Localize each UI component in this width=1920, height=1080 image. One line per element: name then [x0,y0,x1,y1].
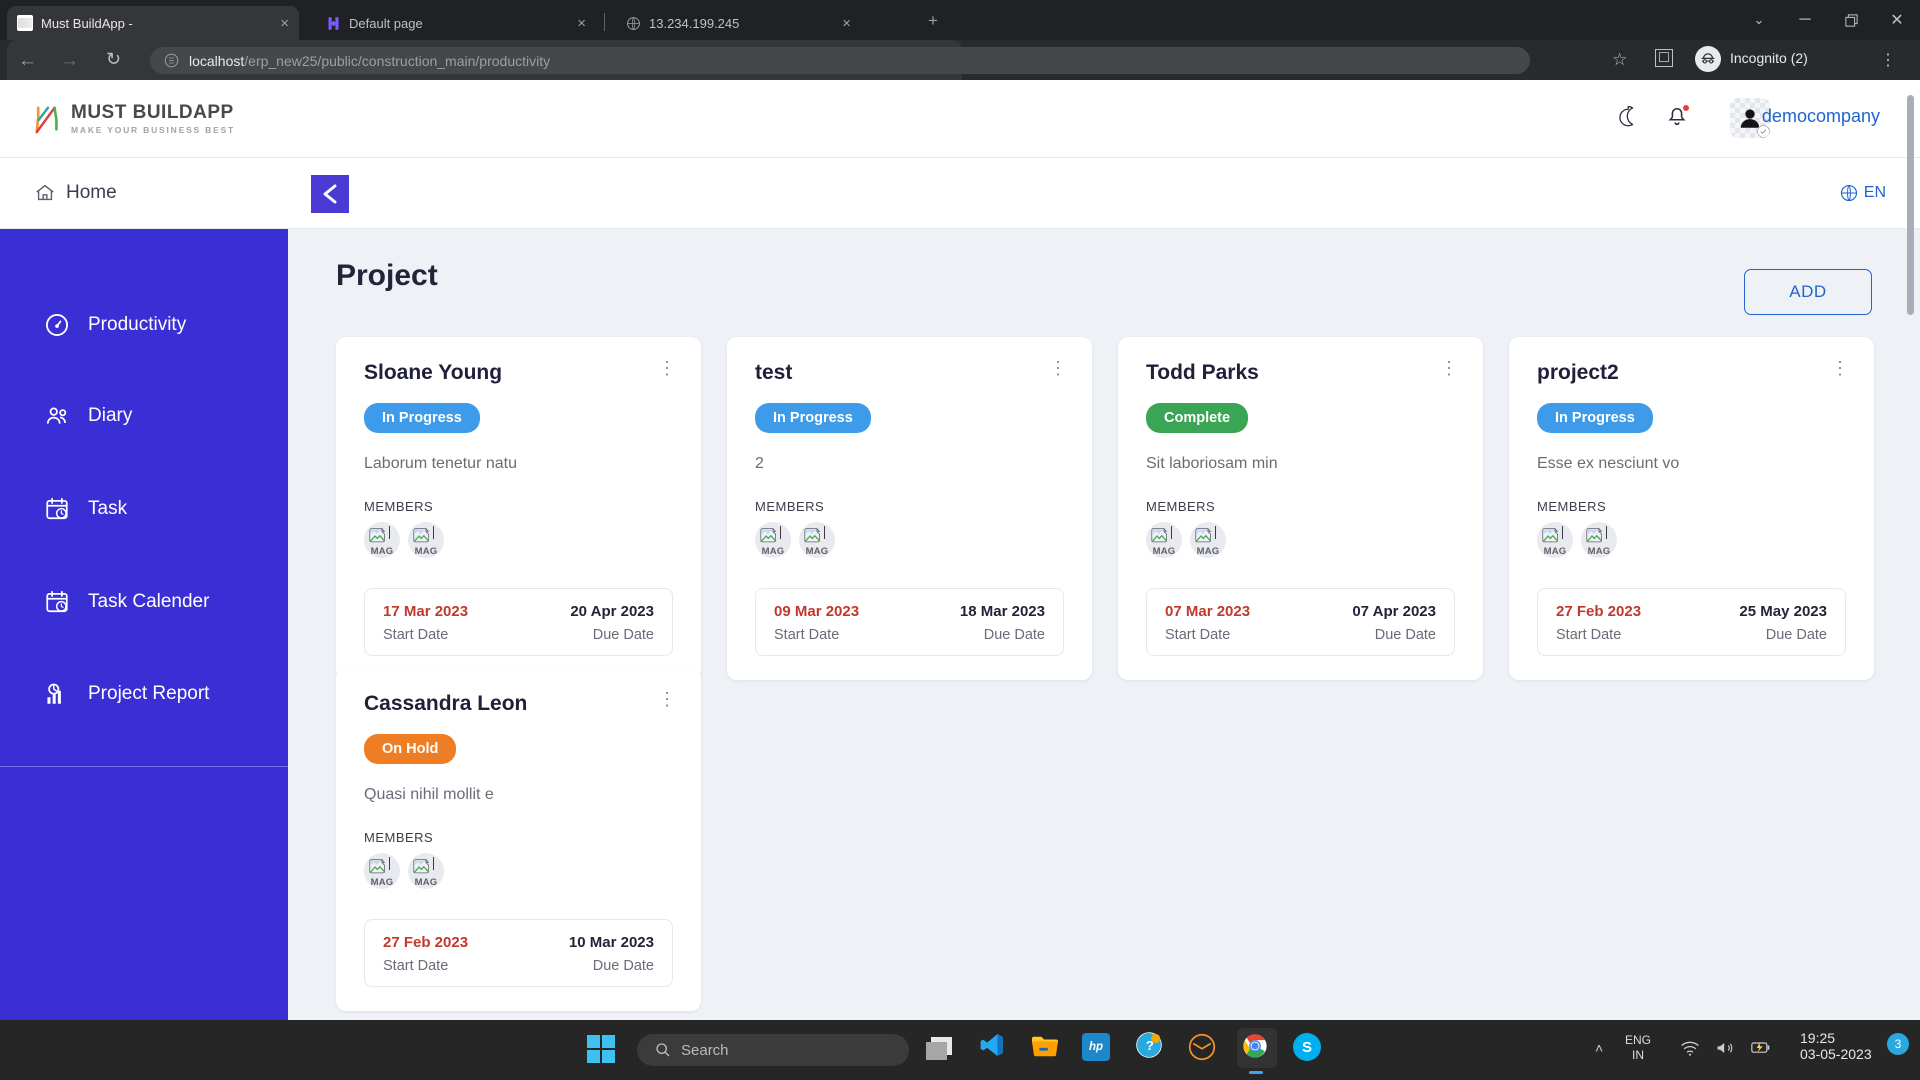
svg-text:?: ? [1146,1038,1154,1053]
